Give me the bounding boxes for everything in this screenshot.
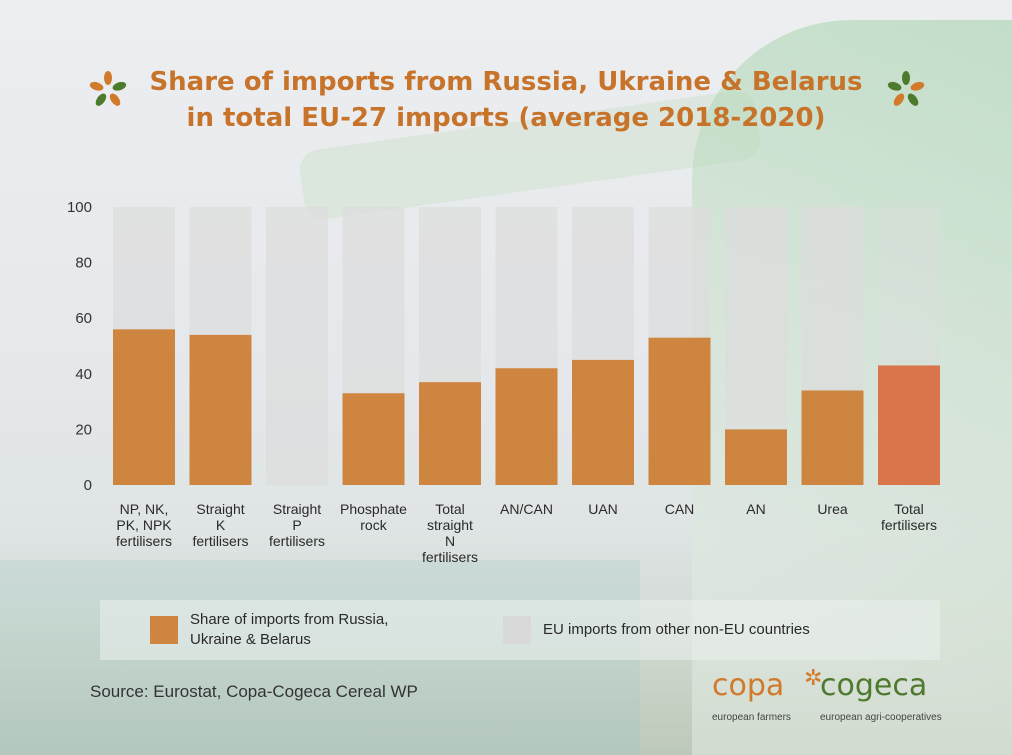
chart-title-line-2: in total EU-27 imports (average 2018-202… (186, 103, 826, 133)
logo-copa-word: copa (712, 668, 785, 703)
x-category-label: Urea (817, 501, 848, 517)
x-category-label: PK, NPK (116, 517, 172, 533)
copa-cogeca-logo: copa ✲ cogeca european farmers european … (712, 666, 952, 738)
x-category-label: N (445, 533, 455, 549)
source-note: Source: Eurostat, Copa-Cogeca Cereal WP (90, 682, 418, 701)
x-category-label: rock (360, 517, 387, 533)
legend-swatch-other (503, 616, 531, 644)
x-category-label: K (216, 517, 226, 533)
bar-russia-ukraine-belarus (878, 365, 940, 485)
bar-other-countries (113, 207, 175, 330)
logo-subtitle-left: european farmers (712, 712, 791, 723)
legend-label-share-line-2: Ukraine & Belarus (190, 631, 311, 648)
x-category-label: fertilisers (116, 533, 172, 549)
bar-other-countries (189, 207, 252, 335)
legend-label-share-line-1: Share of imports from Russia, (190, 611, 389, 628)
legend-label-share: Share of imports from Russia, Ukraine & … (190, 610, 388, 650)
y-tick-label: 20 (75, 421, 92, 438)
y-tick-label: 0 (84, 477, 92, 494)
bar-russia-ukraine-belarus (495, 368, 558, 485)
logo-star-icon: ✲ (804, 666, 823, 691)
x-category-label: Straight (273, 501, 321, 517)
x-category-label: AN/CAN (500, 501, 553, 517)
y-tick-label: 100 (67, 199, 92, 216)
x-category-label: Total (894, 501, 924, 517)
x-category-label: fertilisers (881, 517, 937, 533)
x-category-label: fertilisers (422, 549, 478, 565)
y-tick-label: 80 (75, 255, 92, 272)
flower-logo-left-icon (89, 71, 127, 106)
x-category-label: straight (427, 517, 473, 533)
y-tick-label: 40 (75, 366, 92, 383)
bar-russia-ukraine-belarus (801, 390, 864, 485)
bar-other-countries (878, 207, 940, 366)
bar-russia-ukraine-belarus (189, 334, 252, 485)
bar-other-countries (342, 207, 405, 394)
x-category-label: CAN (665, 501, 695, 517)
flower-logo-right-icon (887, 71, 925, 106)
x-category-label: Phosphate (340, 501, 407, 517)
bar-russia-ukraine-belarus (572, 359, 634, 485)
bar-other-countries (648, 207, 711, 338)
logo-cogeca-word: cogeca (820, 668, 928, 703)
x-category-label: fertilisers (269, 533, 325, 549)
x-category-label: Straight (196, 501, 244, 517)
legend-label-other: EU imports from other non-EU countries (543, 620, 810, 640)
legend-swatch-share (150, 616, 178, 644)
bar-russia-ukraine-belarus (113, 329, 175, 485)
legend-label-other-line-1: EU imports from other non-EU countries (543, 621, 810, 638)
bar-russia-ukraine-belarus (725, 429, 787, 485)
logo-subtitle-right: european agri-cooperatives (820, 712, 942, 723)
bar-russia-ukraine-belarus (342, 393, 405, 485)
bar-russia-ukraine-belarus (648, 337, 711, 485)
x-category-label: Total (435, 501, 465, 517)
x-category-label: UAN (588, 501, 618, 517)
chart-title: Share of imports from Russia, Ukraine & … (0, 64, 1012, 136)
bar-other-countries (801, 207, 864, 391)
bar-other-countries (495, 207, 558, 369)
x-category-label: fertilisers (192, 533, 248, 549)
bar-other-countries (419, 207, 481, 383)
bar-other-countries (572, 207, 634, 360)
chart-title-line-1: Share of imports from Russia, Ukraine & … (149, 67, 863, 97)
x-category-label: P (292, 517, 301, 533)
bar-russia-ukraine-belarus (419, 382, 481, 485)
bar-other-countries (266, 207, 328, 485)
bar-other-countries (725, 207, 787, 430)
y-tick-label: 60 (75, 310, 92, 327)
chart-legend: Share of imports from Russia, Ukraine & … (100, 600, 940, 660)
x-category-label: NP, NK, (120, 501, 169, 517)
x-category-label: AN (746, 501, 765, 517)
